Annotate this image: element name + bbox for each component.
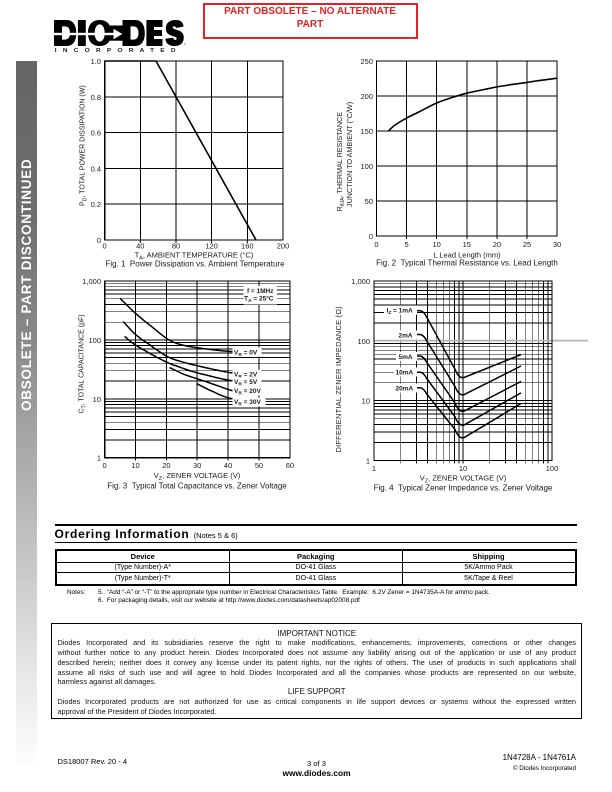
svg-text:20: 20 xyxy=(162,461,170,470)
svg-text:50: 50 xyxy=(255,461,263,470)
svg-text:PD, TOTAL POWER DISSIPATION (W: PD, TOTAL POWER DISSIPATION (W) xyxy=(80,85,89,206)
svg-text:VR = 20V: VR = 20V xyxy=(234,388,261,397)
svg-text:200: 200 xyxy=(360,92,373,101)
svg-text:TA, AMBIENT TEMPERATURE (°C): TA, AMBIENT TEMPERATURE (°C) xyxy=(135,251,254,262)
svg-text:10: 10 xyxy=(131,461,139,470)
svg-text:30: 30 xyxy=(193,461,201,470)
svg-text:100: 100 xyxy=(88,336,101,345)
svg-text:1: 1 xyxy=(372,464,376,473)
svg-text:1: 1 xyxy=(97,454,101,463)
svg-text:100: 100 xyxy=(360,162,373,171)
svg-text:VZ, ZENER VOLTAGE (V): VZ, ZENER VOLTAGE (V) xyxy=(420,474,507,485)
svg-text:150: 150 xyxy=(360,127,373,136)
svg-text:40: 40 xyxy=(136,242,144,251)
svg-text:1,000: 1,000 xyxy=(82,277,101,286)
svg-text:5mA: 5mA xyxy=(399,354,413,361)
svg-text:VZ, ZENER VOLTAGE (V): VZ, ZENER VOLTAGE (V) xyxy=(154,471,241,482)
svg-text:Fig. 4 Typical Zener Impedanc: Fig. 4 Typical Zener Impedance vs. Zener… xyxy=(374,484,553,493)
svg-text:50: 50 xyxy=(365,197,373,206)
svg-text:10: 10 xyxy=(362,397,370,406)
svg-text:TA = 25°C: TA = 25°C xyxy=(244,295,274,305)
svg-text:0: 0 xyxy=(103,461,107,470)
svg-text:20: 20 xyxy=(493,240,501,249)
svg-text:RθJA, THERMAL RESISTANCE: RθJA, THERMAL RESISTANCE xyxy=(335,112,346,212)
svg-text:0: 0 xyxy=(103,242,107,251)
svg-text:20mA: 20mA xyxy=(396,386,414,393)
svg-text:INCORPORATED: INCORPORATED xyxy=(55,48,182,54)
svg-text:10mA: 10mA xyxy=(396,370,414,377)
svg-text:TM: TM xyxy=(184,43,186,47)
svg-text:40: 40 xyxy=(224,461,232,470)
svg-text:120: 120 xyxy=(205,242,218,251)
svg-text:25: 25 xyxy=(523,240,531,249)
svg-text:VR = 5V: VR = 5V xyxy=(234,379,258,388)
svg-text:5: 5 xyxy=(405,240,409,249)
svg-text:0.8: 0.8 xyxy=(91,93,101,102)
svg-text:1: 1 xyxy=(366,457,370,466)
svg-text:Fig. 2 Typical Thermal Resist: Fig. 2 Typical Thermal Resistance vs. Le… xyxy=(376,259,558,268)
svg-text:0: 0 xyxy=(369,232,373,241)
svg-text:2mA: 2mA xyxy=(399,333,413,340)
svg-text:JUNCTION TO AMBIENT (°C/W): JUNCTION TO AMBIENT (°C/W) xyxy=(345,102,354,207)
svg-text:VR = 2V: VR = 2V xyxy=(234,371,258,380)
svg-text:15: 15 xyxy=(463,240,471,249)
svg-text:60: 60 xyxy=(286,461,294,470)
svg-text:0.2: 0.2 xyxy=(91,200,101,209)
svg-text:10: 10 xyxy=(93,395,101,404)
svg-text:100: 100 xyxy=(546,464,559,473)
svg-text:DIFFERENTIAL ZENER IMPEDANCE (: DIFFERENTIAL ZENER IMPEDANCE (Ω) xyxy=(334,306,343,453)
svg-text:f = 1MHz: f = 1MHz xyxy=(247,288,274,295)
svg-text:0: 0 xyxy=(374,240,378,249)
svg-text:200: 200 xyxy=(277,242,290,251)
svg-text:10: 10 xyxy=(459,464,467,473)
svg-text:0: 0 xyxy=(97,236,101,245)
svg-text:250: 250 xyxy=(360,57,373,66)
svg-text:80: 80 xyxy=(172,242,180,251)
svg-text:100: 100 xyxy=(357,337,370,346)
svg-text:1,000: 1,000 xyxy=(351,277,370,286)
svg-text:CT, TOTAL CAPACITANCE (pF): CT, TOTAL CAPACITANCE (pF) xyxy=(79,314,88,413)
svg-text:0.6: 0.6 xyxy=(91,129,101,138)
svg-text:10: 10 xyxy=(433,240,441,249)
svg-text:30: 30 xyxy=(553,240,561,249)
svg-text:Fig. 3 Typical Total Capacita: Fig. 3 Typical Total Capacitance vs. Zen… xyxy=(107,482,287,491)
svg-text:IZ = 1mA: IZ = 1mA xyxy=(387,308,414,317)
svg-text:L Lead Length (mm): L Lead Length (mm) xyxy=(433,251,501,260)
svg-text:1.0: 1.0 xyxy=(91,57,101,66)
svg-text:0.4: 0.4 xyxy=(91,164,101,173)
svg-text:VR = 0V: VR = 0V xyxy=(234,349,258,358)
svg-text:VR = 30V: VR = 30V xyxy=(234,399,261,408)
svg-text:Fig. 1 Power Dissipation vs.: Fig. 1 Power Dissipation vs. Ambient Tem… xyxy=(105,260,285,269)
svg-text:160: 160 xyxy=(241,242,254,251)
